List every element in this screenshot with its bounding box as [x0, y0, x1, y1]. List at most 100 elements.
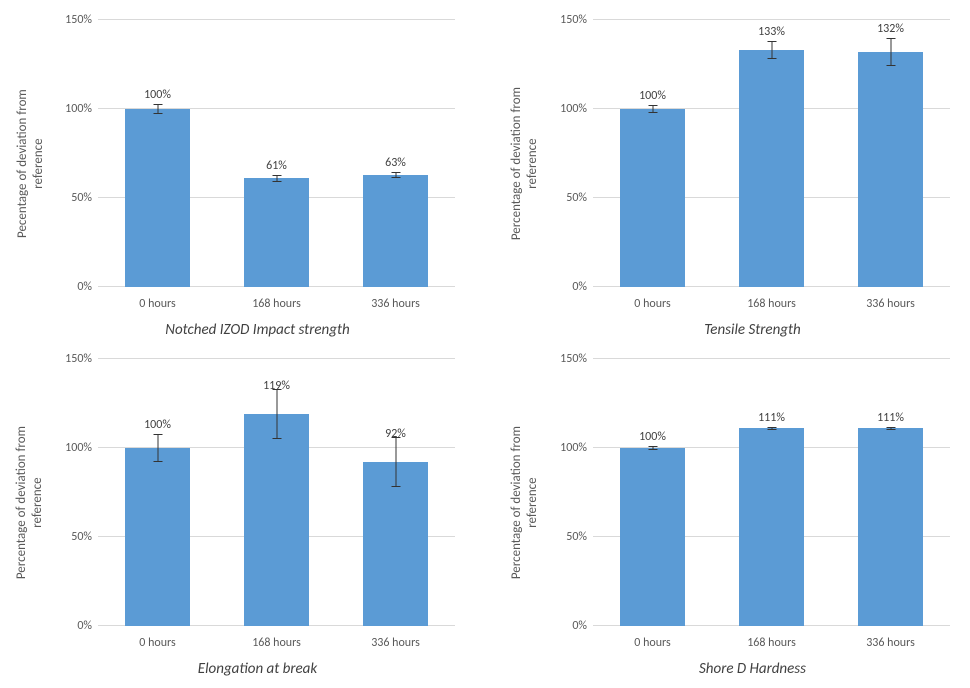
bars-container: 100% 119% 92% — [98, 359, 455, 626]
bar-slot: 100% — [98, 20, 217, 287]
bar-value-label: 63% — [385, 156, 406, 170]
y-tick-label: 0% — [77, 619, 98, 633]
error-bar — [395, 172, 396, 177]
bar-value-label: 133% — [758, 25, 785, 39]
x-tick-label: 336 hours — [831, 636, 950, 650]
panel-caption: Shore D Hardness — [505, 660, 960, 678]
error-bar — [157, 104, 158, 115]
bar-value-label: 100% — [639, 89, 666, 103]
y-tick-label: 150% — [65, 13, 98, 27]
x-tick-label: 168 hours — [217, 636, 336, 650]
x-tick-label: 0 hours — [593, 297, 712, 311]
chart-row: Percentage of deviation fromreference 0%… — [505, 349, 960, 656]
panel-caption: Tensile Strength — [505, 321, 960, 339]
plot-area: 0% 50% 100% 150% 100% 133% 132% 0 hours168 hou… — [545, 10, 960, 317]
bar — [125, 109, 190, 287]
bar-value-label: 111% — [877, 411, 904, 425]
x-tick-label: 0 hours — [98, 636, 217, 650]
bar-slot: 63% — [336, 20, 455, 287]
y-tick-label: 100% — [65, 441, 98, 455]
bar-value-label: 119% — [263, 379, 290, 393]
x-tick-label: 336 hours — [336, 636, 455, 650]
chart-grid: Pecentage of deviation fromreference 0% 5… — [10, 10, 960, 678]
ylabel-wrap: Percentage of deviation fromreference — [505, 10, 545, 317]
ylabel-wrap: Percentage of deviation fromreference — [505, 349, 545, 656]
bar-slot: 100% — [98, 359, 217, 626]
chart-row: Pecentage of deviation fromreference 0% 5… — [10, 10, 465, 317]
error-bar — [157, 434, 158, 462]
y-tick-label: 0% — [572, 619, 593, 633]
bars-container: 100% 61% 63% — [98, 20, 455, 287]
bar-value-label: 61% — [266, 159, 287, 173]
y-tick-label: 0% — [572, 280, 593, 294]
y-tick-label: 50% — [71, 191, 98, 205]
panel-izod: Pecentage of deviation fromreference 0% 5… — [10, 10, 465, 339]
bar — [739, 428, 804, 626]
x-tick-label: 168 hours — [217, 297, 336, 311]
bar — [858, 52, 923, 287]
bar — [620, 109, 685, 287]
panel-caption: Elongation at break — [10, 660, 465, 678]
bar-value-label: 100% — [144, 88, 171, 102]
bar-slot: 133% — [712, 20, 831, 287]
bar — [363, 175, 428, 287]
plot-area: 0%50%100%150%100%111%111% 0 hours168 hou… — [545, 349, 960, 656]
plot-area: 0%50%100%150%100%119%92% 0 hours168 hour… — [50, 349, 465, 656]
chart-row: Percentage of deviation fromreference 0%… — [505, 10, 960, 317]
bar — [858, 428, 923, 626]
y-axis-label: Percentage of deviation fromreference — [509, 87, 540, 240]
y-tick-label: 50% — [71, 530, 98, 544]
bar-slot: 111% — [712, 359, 831, 626]
y-tick-label: 150% — [65, 352, 98, 366]
bar — [620, 448, 685, 626]
y-tick-label: 100% — [65, 102, 98, 116]
error-bar — [395, 437, 396, 487]
bar — [739, 50, 804, 287]
panel-shore: Percentage of deviation fromreference 0%… — [505, 349, 960, 678]
panel-elongation: Percentage of deviation fromreference 0%… — [10, 349, 465, 678]
bar-value-label: 100% — [639, 430, 666, 444]
y-tick-label: 100% — [560, 441, 593, 455]
error-bar — [276, 389, 277, 439]
y-tick-label: 150% — [560, 352, 593, 366]
x-tick-label: 0 hours — [593, 636, 712, 650]
panel-caption: Notched IZOD Impact strength — [10, 321, 465, 339]
y-tick-label: 0% — [77, 280, 98, 294]
error-bar — [890, 427, 891, 431]
y-tick-label: 150% — [560, 13, 593, 27]
panel-tensile: Percentage of deviation fromreference 0%… — [505, 10, 960, 339]
bar-slot: 100% — [593, 359, 712, 626]
error-bar — [652, 446, 653, 450]
x-tick-label: 336 hours — [831, 297, 950, 311]
y-tick-label: 50% — [566, 191, 593, 205]
y-axis-label: Pecentage of deviation fromreference — [14, 89, 45, 238]
bar — [125, 448, 190, 626]
bar-slot: 119% — [217, 359, 336, 626]
chart-row: Percentage of deviation fromreference 0%… — [10, 349, 465, 656]
bar-slot: 100% — [593, 20, 712, 287]
bar-slot: 111% — [831, 359, 950, 626]
x-tick-label: 336 hours — [336, 297, 455, 311]
bar — [244, 178, 309, 287]
ylabel-wrap: Percentage of deviation fromreference — [10, 349, 50, 656]
x-tick-label: 0 hours — [98, 297, 217, 311]
bar-value-label: 92% — [385, 427, 406, 441]
bars-container: 100% 133% 132% — [593, 20, 950, 287]
plot-area: 0% 50% 100% 150% 100% 61% 63% 0 hours168 hours… — [50, 10, 465, 317]
bar-value-label: 132% — [877, 22, 904, 36]
ylabel-wrap: Pecentage of deviation fromreference — [10, 10, 50, 317]
y-tick-label: 100% — [560, 102, 593, 116]
error-bar — [652, 105, 653, 112]
bar-slot: 132% — [831, 20, 950, 287]
bar-slot: 92% — [336, 359, 455, 626]
bar-value-label: 111% — [758, 411, 785, 425]
y-tick-label: 50% — [566, 530, 593, 544]
error-bar — [771, 427, 772, 431]
bars-container: 100% 111% 111% — [593, 359, 950, 626]
y-axis-label: Percentage of deviation fromreference — [509, 426, 540, 579]
error-bar — [276, 175, 277, 182]
y-axis-label: Percentage of deviation fromreference — [14, 426, 45, 579]
bar-slot: 61% — [217, 20, 336, 287]
error-bar — [890, 38, 891, 66]
x-tick-label: 168 hours — [712, 297, 831, 311]
